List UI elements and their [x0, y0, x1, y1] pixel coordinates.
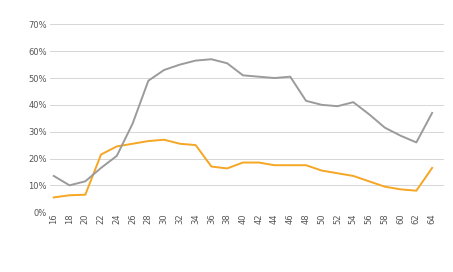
- utr 2015: [114, 154, 120, 157]
- utr 1985: [382, 185, 387, 188]
- utr 1985: [146, 140, 151, 143]
- utr 1985: [335, 172, 340, 175]
- utr 2015: [240, 74, 246, 77]
- utr 2015: [51, 174, 57, 178]
- utr 2015: [146, 79, 151, 82]
- Line: utr 1985: utr 1985: [54, 140, 432, 197]
- utr 1985: [114, 145, 120, 148]
- utr 2015: [272, 76, 277, 80]
- utr 2015: [303, 99, 308, 103]
- utr 1985: [209, 165, 214, 168]
- utr 1985: [177, 142, 183, 145]
- utr 2015: [98, 166, 104, 169]
- utr 1985: [414, 189, 419, 192]
- utr 2015: [366, 113, 372, 116]
- utr 2015: [82, 180, 88, 183]
- utr 1985: [224, 167, 230, 170]
- utr 2015: [382, 126, 387, 129]
- utr 2015: [398, 134, 403, 137]
- utr 1985: [193, 143, 198, 147]
- utr 2015: [335, 104, 340, 108]
- utr 1985: [98, 153, 104, 156]
- utr 1985: [51, 196, 57, 199]
- Line: utr 2015: utr 2015: [54, 59, 432, 185]
- utr 1985: [319, 169, 324, 172]
- utr 2015: [351, 101, 356, 104]
- utr 1985: [303, 163, 308, 167]
- utr 2015: [256, 75, 261, 78]
- utr 2015: [288, 75, 293, 78]
- utr 2015: [224, 62, 230, 65]
- utr 1985: [130, 142, 135, 145]
- utr 1985: [240, 161, 246, 164]
- utr 1985: [82, 193, 88, 196]
- utr 2015: [193, 59, 198, 62]
- utr 2015: [209, 58, 214, 61]
- utr 1985: [272, 163, 277, 167]
- utr 1985: [288, 163, 293, 167]
- utr 1985: [429, 166, 435, 169]
- utr 1985: [398, 188, 403, 191]
- utr 2015: [67, 184, 72, 187]
- utr 2015: [177, 63, 183, 66]
- utr 2015: [319, 103, 324, 106]
- utr 1985: [351, 174, 356, 178]
- utr 1985: [256, 161, 261, 164]
- utr 2015: [161, 68, 167, 72]
- utr 1985: [366, 180, 372, 183]
- utr 2015: [429, 111, 435, 115]
- utr 1985: [67, 194, 72, 197]
- utr 2015: [414, 141, 419, 144]
- utr 1985: [161, 138, 167, 141]
- utr 2015: [130, 122, 135, 125]
